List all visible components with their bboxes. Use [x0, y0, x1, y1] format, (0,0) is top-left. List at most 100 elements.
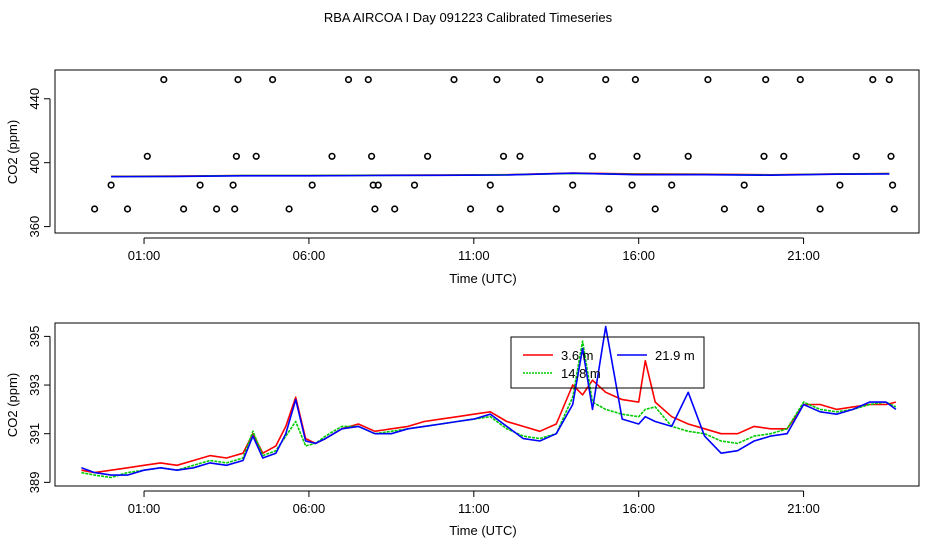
x-axis: 01:00 06:00 11:00 16:00 21:00 — [128, 490, 820, 516]
point-marker — [374, 181, 382, 189]
point-marker — [107, 181, 115, 189]
legend-label-3.6m: 3.6 m — [561, 348, 594, 363]
series-line-0 — [81, 359, 897, 474]
point-marker — [885, 75, 893, 84]
x-tick-label: 01:00 — [128, 248, 161, 263]
point-marker — [308, 181, 316, 189]
series-line-2 — [81, 325, 897, 476]
point-marker — [234, 75, 242, 84]
x-tick-label: 06:00 — [293, 248, 326, 263]
x-axis-label: Time (UTC) — [449, 271, 516, 286]
x-tick-label: 16:00 — [622, 248, 655, 263]
point-marker — [760, 152, 768, 160]
y-tick-label: 391 — [27, 423, 42, 445]
point-marker — [450, 75, 458, 84]
point-marker — [552, 205, 560, 213]
point-marker — [605, 205, 613, 213]
point-marker — [684, 152, 692, 160]
point-marker — [668, 181, 676, 189]
point-marker — [628, 181, 636, 189]
x-tick-label: 21:00 — [787, 248, 820, 263]
point-marker — [328, 152, 336, 160]
series-line-2 — [111, 172, 890, 178]
point-marker — [602, 75, 610, 84]
point-marker — [344, 75, 353, 84]
x-tick-label: 01:00 — [128, 501, 161, 516]
point-marker — [493, 75, 501, 84]
legend-label-21.9m: 21.9 m — [655, 348, 695, 363]
point-marker — [232, 152, 240, 160]
x-tick-label: 06:00 — [293, 501, 326, 516]
point-marker — [780, 152, 788, 160]
point-marker — [569, 181, 577, 189]
top-plot-frame — [54, 69, 920, 234]
point-marker — [887, 152, 895, 160]
y-axis-label: CO2 (ppm) — [5, 373, 20, 437]
point-marker — [229, 181, 237, 189]
point-marker — [740, 181, 748, 189]
point-marker — [762, 75, 770, 84]
y-tick-label: 400 — [27, 152, 42, 174]
point-marker — [368, 152, 376, 160]
point-marker — [890, 205, 898, 213]
y-tick-label: 360 — [27, 216, 42, 238]
x-tick-label: 21:00 — [787, 501, 820, 516]
point-marker — [852, 152, 860, 160]
y-axis-label: CO2 (ppm) — [5, 120, 20, 184]
point-marker — [486, 181, 494, 189]
point-marker — [371, 205, 379, 213]
series-line-1 — [81, 340, 897, 479]
point-marker — [196, 181, 204, 189]
point-marker — [633, 152, 641, 160]
point-marker — [90, 205, 99, 213]
bottom-plot-frame — [54, 322, 920, 487]
point-marker — [588, 152, 597, 160]
x-tick-label: 16:00 — [622, 501, 655, 516]
point-marker — [252, 152, 260, 160]
point-marker — [231, 205, 239, 213]
x-axis-label: Time (UTC) — [449, 523, 516, 538]
point-marker — [391, 205, 399, 213]
legend-label-14.8m: 14.8 m — [561, 366, 601, 381]
point-marker — [466, 205, 475, 213]
y-tick-label: 389 — [27, 471, 42, 493]
chart-title: RBA AIRCOA I Day 091223 Calibrated Times… — [324, 10, 613, 25]
point-marker — [160, 75, 168, 84]
y-axis: 360 400 440 — [27, 88, 51, 238]
point-marker — [424, 152, 432, 160]
x-axis: 01:00 06:00 11:00 16:00 21:00 — [128, 237, 820, 263]
point-marker — [496, 205, 504, 213]
point-markers — [90, 75, 898, 213]
point-marker — [516, 152, 524, 160]
point-marker — [364, 75, 372, 84]
x-tick-label: 11:00 — [458, 248, 490, 263]
legend-box — [510, 336, 705, 389]
point-marker — [410, 181, 419, 189]
point-marker — [757, 205, 765, 213]
top-panel: 01:00 06:00 11:00 16:00 21:00 360 400 440 Time… — [5, 69, 920, 286]
point-marker — [269, 75, 277, 84]
y-tick-label: 440 — [27, 88, 42, 110]
point-marker — [704, 75, 712, 84]
point-marker — [499, 152, 508, 160]
point-marker — [869, 75, 877, 84]
point-marker — [285, 205, 293, 213]
point-marker — [631, 75, 640, 84]
point-marker — [836, 181, 844, 189]
point-marker — [888, 181, 897, 189]
point-marker — [720, 205, 729, 213]
point-marker — [651, 205, 659, 213]
point-marker — [143, 152, 151, 160]
legend: 3.6 m 14.8 m 21.9 m — [510, 336, 705, 389]
point-marker — [123, 205, 132, 213]
x-tick-label: 11:00 — [458, 501, 490, 516]
point-marker — [180, 205, 188, 213]
y-axis: 389 391 393 395 — [27, 326, 51, 493]
point-marker — [816, 205, 824, 213]
point-marker — [536, 75, 544, 84]
y-tick-label: 395 — [27, 326, 42, 348]
bottom-panel: 01:00 06:00 11:00 16:00 21:00 389 391 393 395 T… — [5, 322, 920, 538]
series-lines — [81, 325, 897, 479]
point-marker — [796, 75, 804, 84]
